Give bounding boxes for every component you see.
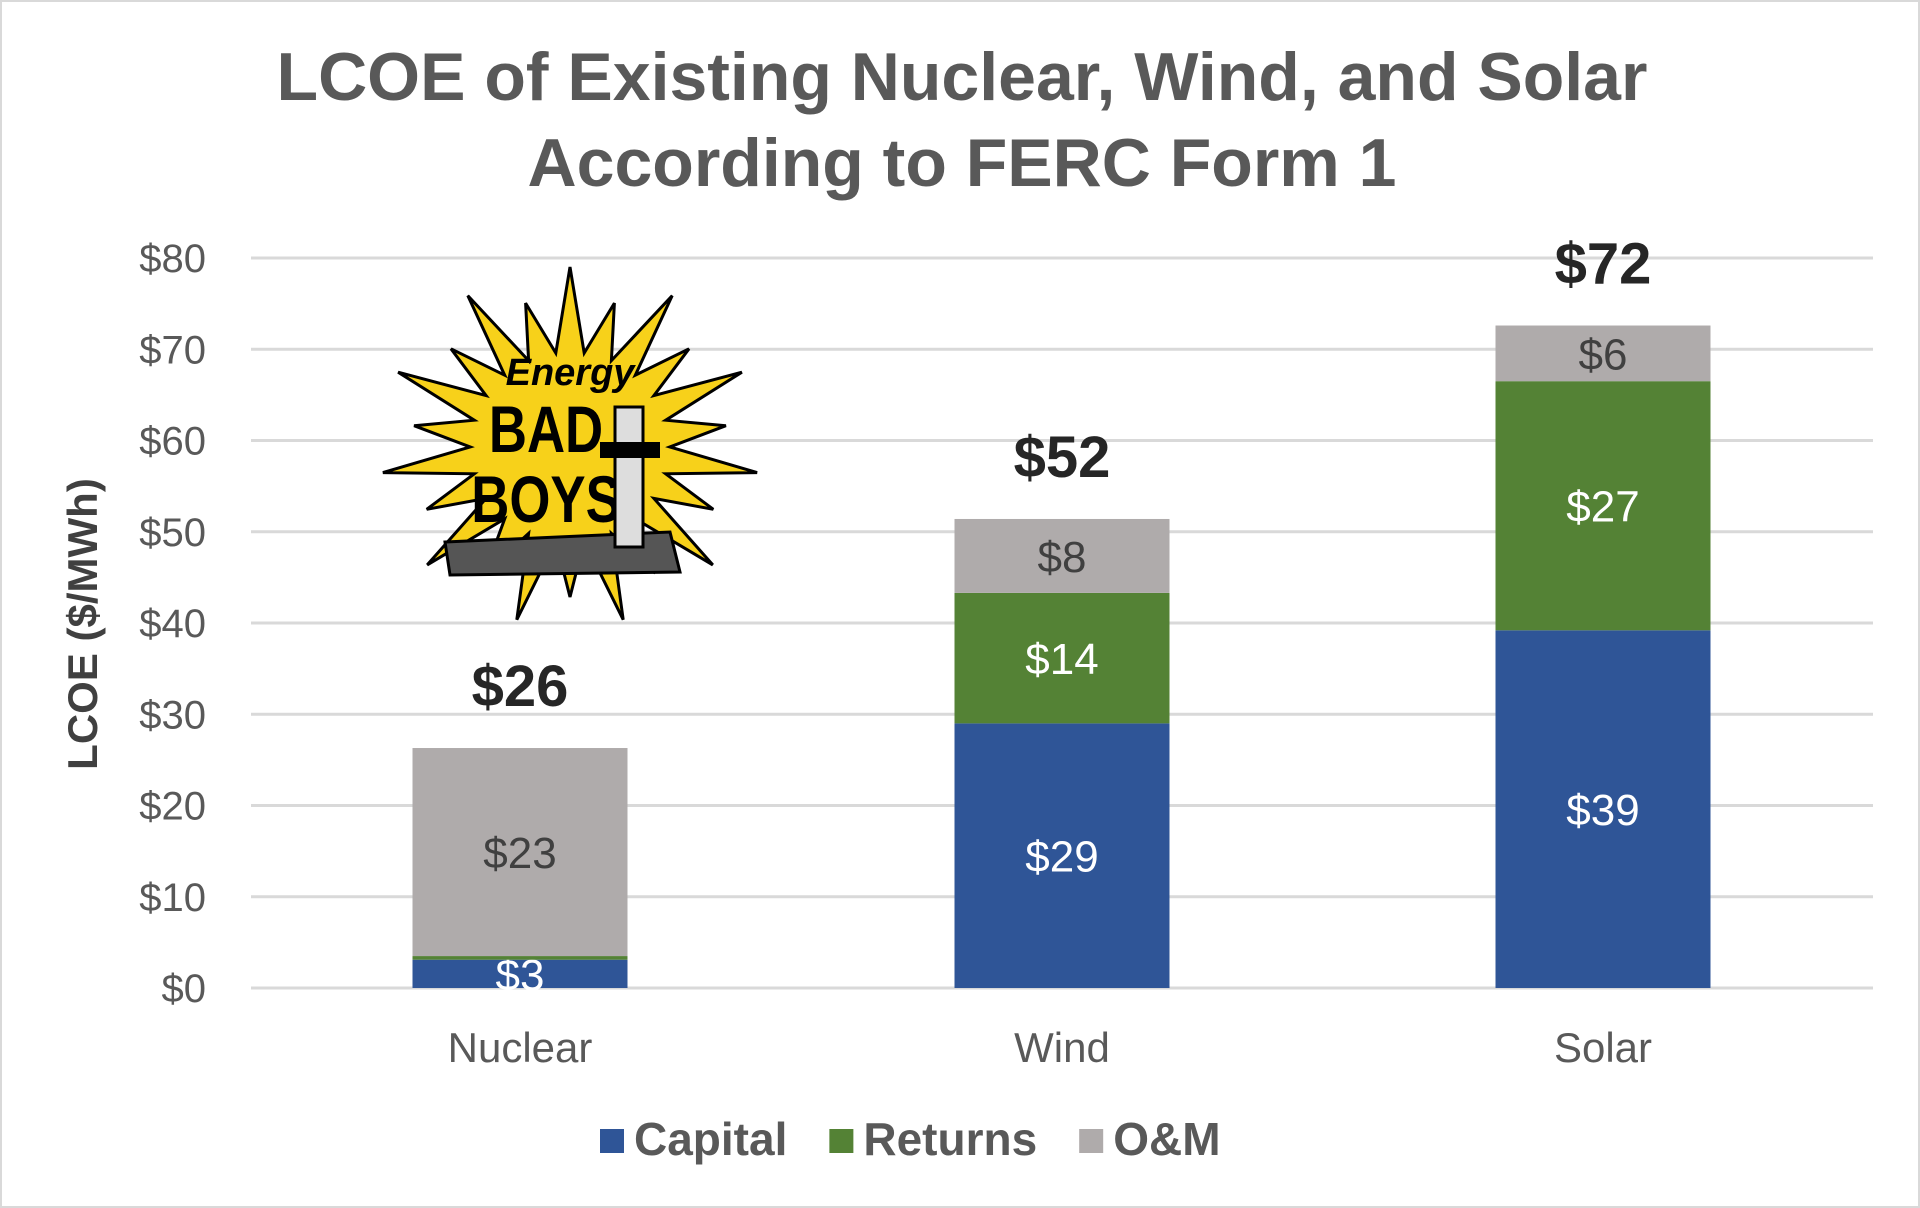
x-tick-label: Wind: [1014, 1024, 1110, 1071]
data-label: $27: [1566, 483, 1639, 532]
x-tick-label: Nuclear: [448, 1024, 593, 1071]
bar-segment-returns: [1495, 381, 1711, 631]
y-tick-label: $40: [139, 602, 206, 646]
y-tick-label: $30: [139, 693, 206, 737]
data-label: $23: [483, 829, 556, 878]
total-label: $72: [1555, 232, 1652, 297]
bar-segment-returns: [412, 956, 628, 960]
logo-text: Energy: [506, 352, 637, 394]
bar-segment-om: [1495, 325, 1711, 382]
data-label: $14: [1025, 635, 1098, 684]
y-tick-label: $20: [139, 785, 206, 829]
sunglasses-icon: [600, 442, 660, 458]
bar-segment-capital: [412, 959, 628, 988]
total-label: $26: [472, 654, 569, 719]
plug-figure-icon: [613, 405, 645, 549]
legend-swatch: [600, 1129, 624, 1153]
y-tick-label: $80: [139, 237, 206, 281]
legend-swatch: [829, 1129, 854, 1153]
data-label: $39: [1566, 786, 1639, 835]
chart-title-line: LCOE of Existing Nuclear, Wind, and Sola…: [277, 39, 1648, 115]
data-label: $6: [1579, 330, 1628, 379]
y-tick-label: $0: [162, 967, 207, 1011]
y-tick-label: $10: [139, 876, 206, 920]
data-label: $8: [1038, 533, 1087, 582]
data-label: $29: [1025, 833, 1098, 882]
chart-title-line: According to FERC Form 1: [528, 125, 1397, 201]
x-tick-label: Solar: [1554, 1024, 1652, 1071]
logo-text: BOYS: [471, 462, 621, 536]
bar-segment-om: [954, 518, 1170, 593]
legend-label: O&M: [1113, 1113, 1220, 1165]
legend-label: Returns: [863, 1113, 1037, 1165]
bar-segment-returns: [954, 592, 1170, 724]
y-tick-label: $70: [139, 328, 206, 372]
legend-label: Capital: [634, 1113, 787, 1165]
bar-segment-capital: [954, 723, 1170, 988]
y-axis-label: LCOE ($/MWh): [59, 478, 106, 770]
bar-segment-om: [412, 748, 628, 957]
logo-base-shape: [443, 530, 682, 577]
y-tick-label: $60: [139, 420, 206, 464]
legend-swatch: [1079, 1129, 1104, 1153]
y-tick-label: $50: [139, 511, 206, 555]
logo-text: BAD: [489, 392, 603, 466]
bar-segment-capital: [1495, 630, 1711, 988]
total-label: $52: [1014, 425, 1111, 490]
